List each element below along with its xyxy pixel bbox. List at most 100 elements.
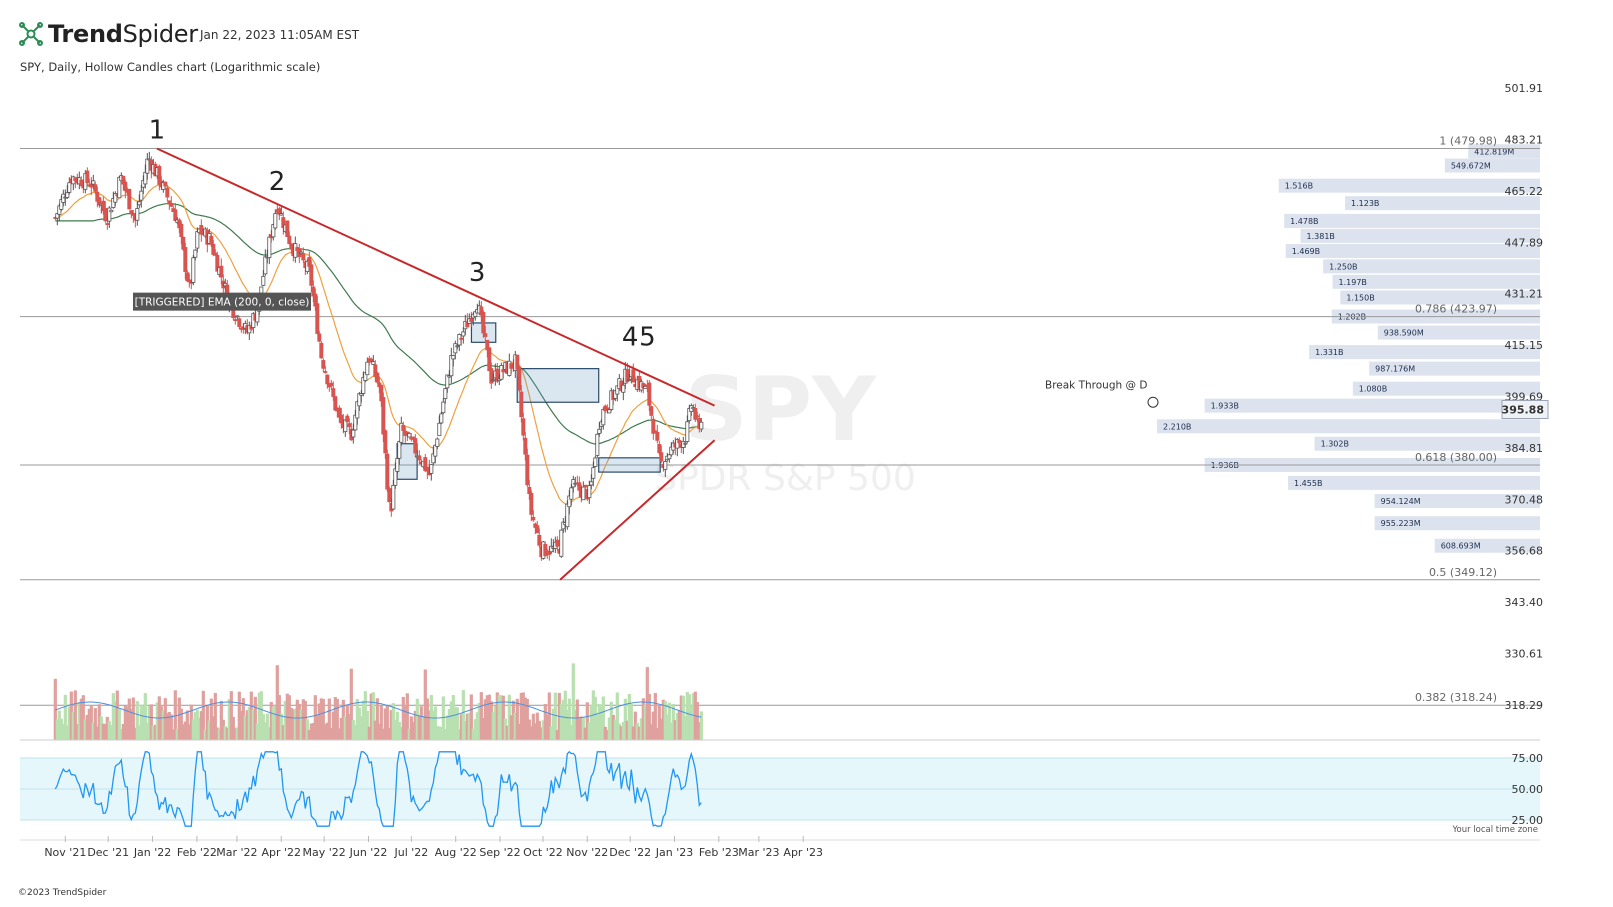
candle-body — [143, 171, 148, 185]
volume-bar — [341, 699, 345, 740]
volume-bar — [681, 695, 685, 740]
volume-bar — [345, 704, 349, 740]
volume-profile-label: 2.210B — [1163, 422, 1191, 431]
volume-bar — [455, 707, 459, 740]
x-tick-label: Dec '21 — [87, 846, 129, 859]
volume-bar — [53, 678, 57, 740]
volume-bar — [633, 711, 637, 740]
volume-profile-label: 1.478B — [1290, 217, 1318, 226]
volume-bar — [221, 719, 225, 740]
volume-bar — [533, 723, 537, 740]
x-tick-label: Nov '22 — [566, 846, 608, 859]
volume-bar — [641, 698, 645, 740]
candle-body — [433, 444, 438, 457]
price-tick-label: 370.48 — [1505, 493, 1544, 506]
candle-body — [323, 371, 328, 373]
candle-body — [105, 223, 110, 225]
trendspider-logo[interactable]: TrendSpider — [18, 20, 198, 48]
volume-bar — [451, 695, 455, 740]
volume-bar — [683, 716, 687, 740]
volume-profile-label: 1.080B — [1359, 385, 1387, 394]
volume-bar — [473, 719, 477, 740]
volume-bar — [393, 719, 397, 740]
volume-bar — [127, 698, 131, 740]
candle-body — [317, 333, 322, 342]
candle-body — [279, 213, 284, 216]
volume-bar — [597, 704, 601, 740]
volume-bar — [695, 702, 699, 740]
chart-header: TrendSpider Jan 22, 2023 11:05AM EST SPY… — [0, 0, 1613, 80]
volume-bar — [671, 703, 675, 740]
volume-bar — [105, 716, 109, 740]
volume-bar — [71, 712, 75, 740]
candle-body — [627, 379, 632, 381]
volume-bar — [59, 718, 63, 740]
volume-bar — [461, 690, 465, 740]
volume-bar — [529, 726, 533, 740]
volume-bar — [203, 729, 207, 740]
x-tick-label: Jan '23 — [655, 846, 693, 859]
volume-bar — [437, 726, 441, 740]
volume-bar — [381, 728, 385, 740]
volume-profile-label: 549.672M — [1451, 162, 1491, 171]
volume-bar — [103, 724, 107, 740]
candle-body — [193, 249, 198, 258]
candle-body — [347, 423, 352, 428]
volume-bar — [243, 715, 247, 740]
volume-bar — [465, 713, 469, 740]
timestamp: Jan 22, 2023 11:05AM EST — [200, 28, 360, 42]
volume-bar — [479, 692, 483, 740]
candle-body — [383, 430, 388, 454]
volume-bar — [639, 718, 643, 740]
volume-bar — [65, 725, 69, 740]
volume-bar — [379, 705, 383, 740]
candle-body — [375, 372, 380, 383]
candle-body — [79, 179, 84, 187]
candle-body — [569, 487, 574, 500]
volume-bar — [229, 691, 233, 740]
candle-body — [527, 486, 532, 495]
volume-bar — [645, 667, 649, 740]
candle-body — [103, 208, 108, 222]
volume-bar — [539, 727, 543, 740]
x-tick-label: Mar '23 — [738, 846, 779, 859]
candle-body — [319, 342, 324, 359]
volume-profile-label: 1.381B — [1307, 232, 1335, 241]
candle-body — [209, 235, 214, 245]
volume-bar — [121, 723, 125, 740]
candle-body — [259, 286, 264, 294]
volume-bar — [79, 698, 83, 740]
volume-bar — [439, 727, 443, 740]
volume-profile-bar — [1468, 144, 1540, 159]
volume-bar — [667, 702, 671, 740]
volume-bar — [307, 729, 311, 740]
candle-body — [693, 407, 698, 420]
candle-body — [537, 534, 542, 546]
candle-body — [369, 358, 374, 362]
volume-profile-label: 1.516B — [1285, 182, 1313, 191]
volume-bar — [259, 691, 263, 740]
candle-body — [531, 516, 536, 521]
volume-bar — [325, 722, 329, 740]
candle-body — [653, 430, 658, 433]
volume-bar — [185, 710, 189, 740]
candle-body — [365, 361, 370, 376]
volume-bar — [223, 726, 227, 740]
candle-body — [195, 231, 200, 249]
candle-body — [683, 442, 688, 445]
volume-bar — [585, 702, 589, 740]
volume-bar — [99, 716, 103, 740]
volume-bar — [347, 714, 351, 740]
volume-profile-bar — [1288, 475, 1540, 490]
candle-body — [583, 484, 588, 488]
volume-bar — [241, 698, 245, 740]
candle-body — [131, 213, 136, 216]
candle-body — [139, 190, 144, 201]
volume-profile-bar — [1157, 419, 1540, 434]
volume-bar — [57, 710, 61, 740]
volume-bar — [199, 711, 203, 740]
volume-bar — [657, 705, 661, 740]
volume-bar — [335, 698, 339, 740]
fib-level-label: 0.5 (349.12) — [1429, 566, 1497, 579]
